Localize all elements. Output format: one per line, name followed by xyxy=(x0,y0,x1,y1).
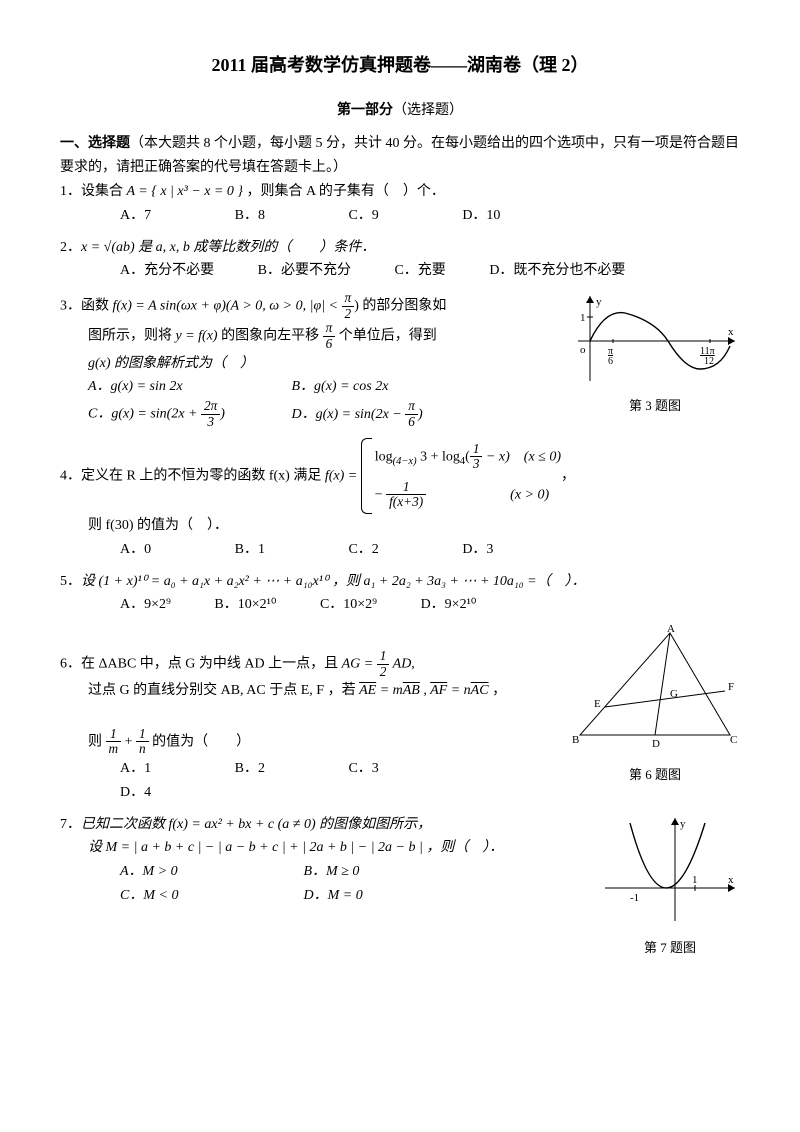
q1-options: A．7 B．8 C．9 D．10 xyxy=(60,204,740,228)
section-head-bold: 一、选择题 xyxy=(60,136,130,151)
problem-7: y x 1 -1 第 7 题图 7．已知二次函数 f(x) = ax² + bx… xyxy=(60,813,740,959)
q1-opt-d: D．10 xyxy=(462,204,500,228)
q5-opt-d: D．9×2¹⁰ xyxy=(421,593,477,617)
frac-1m: 1m xyxy=(106,727,122,757)
q2-num: 2． xyxy=(60,240,81,255)
q2-text: x = √(ab) 是 a, x, b 成等比数列的（ ）条件． xyxy=(81,240,375,255)
q5-opt-a: A．9×2⁹ xyxy=(120,593,171,617)
svg-text:D: D xyxy=(652,738,660,750)
q2-opt-d: D．既不充分也不必要 xyxy=(489,259,625,283)
q4-tail: 则 f(30) 的值为（ ）． xyxy=(60,514,740,538)
q5-num: 5． xyxy=(60,574,81,589)
q7-line1: 已知二次函数 f(x) = ax² + bx + c (a ≠ 0) 的图像如图… xyxy=(81,817,431,832)
q6-opt-d: D．4 xyxy=(120,781,151,805)
q7-opt-c: C．M < 0 xyxy=(120,884,260,908)
q3-l1a: 函数 xyxy=(81,299,113,314)
problem-1: 1．设集合 A = { x | x³ − x = 0 } ，则集合 A 的子集有… xyxy=(60,180,740,228)
q3-figure: y x 1 o π 6 11π 12 第 3 题图 xyxy=(570,291,740,417)
q2-opt-a: A．充分不必要 xyxy=(120,259,214,283)
q7-caption: 第 7 题图 xyxy=(600,937,740,959)
svg-text:o: o xyxy=(580,344,586,356)
q3-graph: y x 1 o π 6 11π 12 xyxy=(570,291,740,386)
q6-opt-c: C．3 xyxy=(348,757,378,781)
problem-3: y x 1 o π 6 11π 12 第 3 题图 3．函数 f(x) = A … xyxy=(60,291,740,429)
q4-fx: f(x) = xyxy=(325,468,361,483)
q4-comma: ， xyxy=(561,468,575,483)
frac-pi2: π2 xyxy=(342,291,355,321)
q4-opt-d: D．3 xyxy=(462,538,493,562)
q4-opt-a: A．0 xyxy=(120,538,151,562)
svg-text:6: 6 xyxy=(608,356,613,367)
q5-opt-c: C．10×2⁹ xyxy=(320,593,377,617)
q3-opt-b: B．g(x) = cos 2x xyxy=(292,379,389,394)
svg-text:y: y xyxy=(680,818,686,830)
problem-4: 4．定义在 R 上的不恒为零的函数 f(x) 满足 f(x) = log(4−x… xyxy=(60,438,740,562)
q4-opt-b: B．1 xyxy=(235,538,265,562)
q3-opt-d: D．g(x) = sin(2x − π6) xyxy=(292,407,423,422)
svg-text:x: x xyxy=(728,874,734,886)
svg-text:C: C xyxy=(730,734,737,746)
q7-opt-d: D．M = 0 xyxy=(304,884,363,908)
svg-text:x: x xyxy=(728,326,734,338)
svg-text:B: B xyxy=(572,734,579,746)
q6-triangle: A B C D E F G xyxy=(570,625,740,755)
q6-figure: A B C D E F G 第 6 题图 xyxy=(570,625,740,786)
q4-options: A．0 B．1 C．2 D．3 xyxy=(60,538,740,562)
frac-half: 12 xyxy=(377,649,390,679)
q4-text: 定义在 R 上的不恒为零的函数 f(x) 满足 xyxy=(81,468,325,483)
q3-expr: f(x) = A sin(ωx + φ)(A > 0, ω > 0, |φ| < xyxy=(113,299,342,314)
q4-opt-c: C．2 xyxy=(348,538,378,562)
q1-text-b: ，则集合 A 的子集有（ ）个． xyxy=(243,184,445,199)
q1-text-a: 设集合 xyxy=(81,184,127,199)
q1-opt-a: A．7 xyxy=(120,204,151,228)
q2-opt-c: C．充要 xyxy=(394,259,445,283)
q7-opt-a: A．M > 0 xyxy=(120,860,260,884)
svg-text:1: 1 xyxy=(580,312,586,324)
q3-opt-a: A．g(x) = sin 2x xyxy=(88,375,288,399)
q4-piecewise: log(4−x) 3 + log4(13 − x) (x ≤ 0) − 1f(x… xyxy=(361,438,561,515)
q2-options: A．充分不必要 B．必要不充分 C．充要 D．既不充分也不必要 xyxy=(60,259,740,283)
page-title: 2011 届高考数学仿真押题卷——湖南卷（理 2） xyxy=(60,50,740,81)
section-head-rest: （本大题共 8 个小题，每小题 5 分，共计 40 分。在每小题给出的四个选项中… xyxy=(60,136,739,175)
svg-text:F: F xyxy=(728,681,734,693)
svg-text:12: 12 xyxy=(704,356,714,367)
svg-text:1: 1 xyxy=(692,874,698,886)
q6-num: 6． xyxy=(60,656,81,671)
q6-caption: 第 6 题图 xyxy=(570,764,740,786)
q7-num: 7． xyxy=(60,817,81,832)
frac-1n: 1n xyxy=(136,727,149,757)
section-header: 一、选择题（本大题共 8 个小题，每小题 5 分，共计 40 分。在每小题给出的… xyxy=(60,132,740,180)
q5-opt-b: B．10×2¹⁰ xyxy=(214,593,276,617)
q7-parabola: y x 1 -1 xyxy=(600,813,740,928)
problem-5: 5．设 (1 + x)¹⁰ = a₀ + a₁x + a₂x² + ⋯ + a₁… xyxy=(60,570,740,618)
q4-num: 4． xyxy=(60,468,81,483)
svg-text:y: y xyxy=(596,296,602,308)
q1-opt-b: B．8 xyxy=(235,204,265,228)
problem-6: A B C D E F G 第 6 题图 6．在 ΔABC 中，点 G 为中线 … xyxy=(60,625,740,804)
q3-l1b: ) 的部分图象如 xyxy=(354,299,446,314)
subtitle-bold: 第一部分 xyxy=(337,103,393,118)
q1-set: A = { x | x³ − x = 0 } xyxy=(127,184,244,199)
q1-num: 1． xyxy=(60,184,81,199)
problem-2: 2．x = √(ab) 是 a, x, b 成等比数列的（ ）条件． A．充分不… xyxy=(60,236,740,284)
q5-text: 设 (1 + x)¹⁰ = a₀ + a₁x + a₂x² + ⋯ + a₁₀x… xyxy=(81,574,586,589)
svg-text:G: G xyxy=(670,688,678,700)
frac-pi6: π6 xyxy=(323,321,336,351)
svg-text:-1: -1 xyxy=(630,892,639,904)
subtitle: 第一部分（选择题） xyxy=(60,99,740,123)
q5-options: A．9×2⁹ B．10×2¹⁰ C．10×2⁹ D．9×2¹⁰ xyxy=(60,593,740,617)
subtitle-rest: （选择题） xyxy=(393,103,463,118)
q3-opt-c: C．g(x) = sin(2x + 2π3) xyxy=(88,399,288,429)
q2-opt-b: B．必要不充分 xyxy=(258,259,351,283)
q3-num: 3． xyxy=(60,299,81,314)
q3-caption: 第 3 题图 xyxy=(570,395,740,417)
q6-l1a: 在 ΔABC 中，点 G 为中线 AD 上一点，且 xyxy=(81,656,342,671)
q7-figure: y x 1 -1 第 7 题图 xyxy=(600,813,740,959)
q1-opt-c: C．9 xyxy=(348,204,378,228)
q6-opt-b: B．2 xyxy=(235,757,265,781)
svg-text:A: A xyxy=(667,625,675,635)
q7-opt-b: B．M ≥ 0 xyxy=(304,860,360,884)
svg-text:E: E xyxy=(594,698,601,710)
q6-opt-a: A．1 xyxy=(120,757,151,781)
